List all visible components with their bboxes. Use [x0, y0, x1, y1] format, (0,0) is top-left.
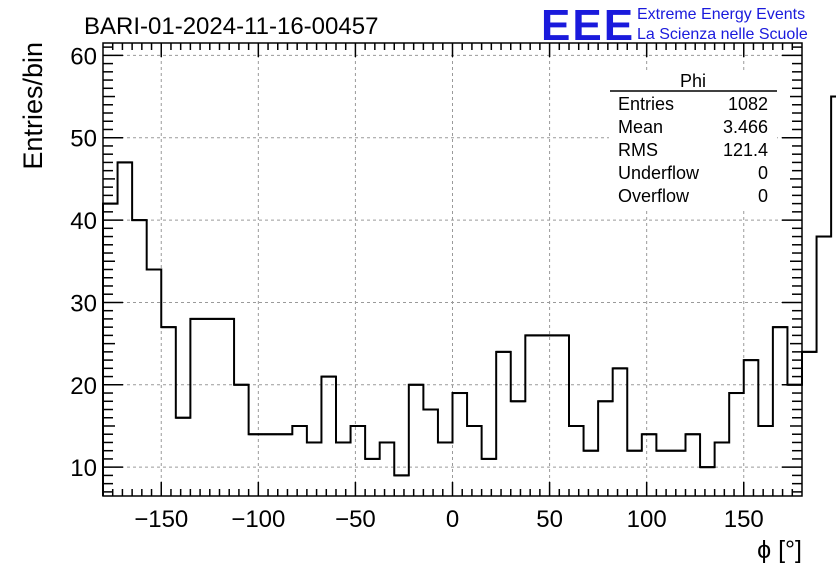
x-tick-label: 100	[627, 506, 667, 533]
x-tick-label: −100	[231, 506, 285, 533]
y-axis-label: Entries/bin	[18, 42, 48, 170]
stats-row-value: 1082	[728, 94, 768, 114]
stats-box-background	[609, 71, 777, 209]
stats-row-label: Overflow	[618, 186, 690, 206]
x-axis-label: ϕ [°]	[757, 536, 802, 564]
x-tick-label: 0	[446, 506, 459, 533]
eee-logo-line2: La Scienza nelle Scuole	[637, 26, 808, 43]
stats-row-label: Underflow	[618, 163, 700, 183]
y-tick-label: 40	[70, 208, 97, 235]
y-tick-labels: 10 20 30 40 50 60	[70, 43, 97, 482]
x-tick-label: −50	[335, 506, 376, 533]
histogram-plot	[102, 95, 836, 496]
axis-ticks	[103, 43, 802, 496]
x-tick-label: −150	[134, 506, 188, 533]
eee-logo: EEE Extreme Energy Events La Scienza nel…	[541, 1, 808, 50]
y-tick-label: 30	[70, 290, 97, 317]
chart-title: BARI-01-2024-11-16-00457	[84, 13, 378, 40]
x-tick-label: 150	[724, 506, 764, 533]
stats-row-value: 3.466	[723, 117, 768, 137]
stats-box: Phi Entries 1082 Mean 3.466 RMS 121.4 Underflo…	[609, 71, 777, 209]
stats-row-value: 121.4	[723, 140, 768, 160]
histogram-outline	[102, 95, 836, 496]
y-tick-label: 60	[70, 43, 97, 70]
eee-logo-mark: EEE	[541, 1, 635, 50]
y-tick-label: 10	[70, 455, 97, 482]
stats-row-value: 0	[758, 163, 768, 183]
x-tick-label: 50	[536, 506, 563, 533]
stats-box-title: Phi	[680, 71, 706, 91]
y-tick-label: 50	[70, 126, 97, 153]
stats-box-rows: Entries 1082 Mean 3.466 RMS 121.4 Underflow 0 Ov…	[618, 94, 768, 206]
stats-row-label: RMS	[618, 140, 658, 160]
eee-logo-line1: Extreme Energy Events	[637, 6, 805, 23]
stats-row-label: Entries	[618, 94, 674, 114]
y-tick-label: 20	[70, 373, 97, 400]
stats-row-label: Mean	[618, 117, 663, 137]
x-tick-labels: −150 −100 −50 0 50 100 150	[134, 506, 764, 533]
stats-row-value: 0	[758, 186, 768, 206]
